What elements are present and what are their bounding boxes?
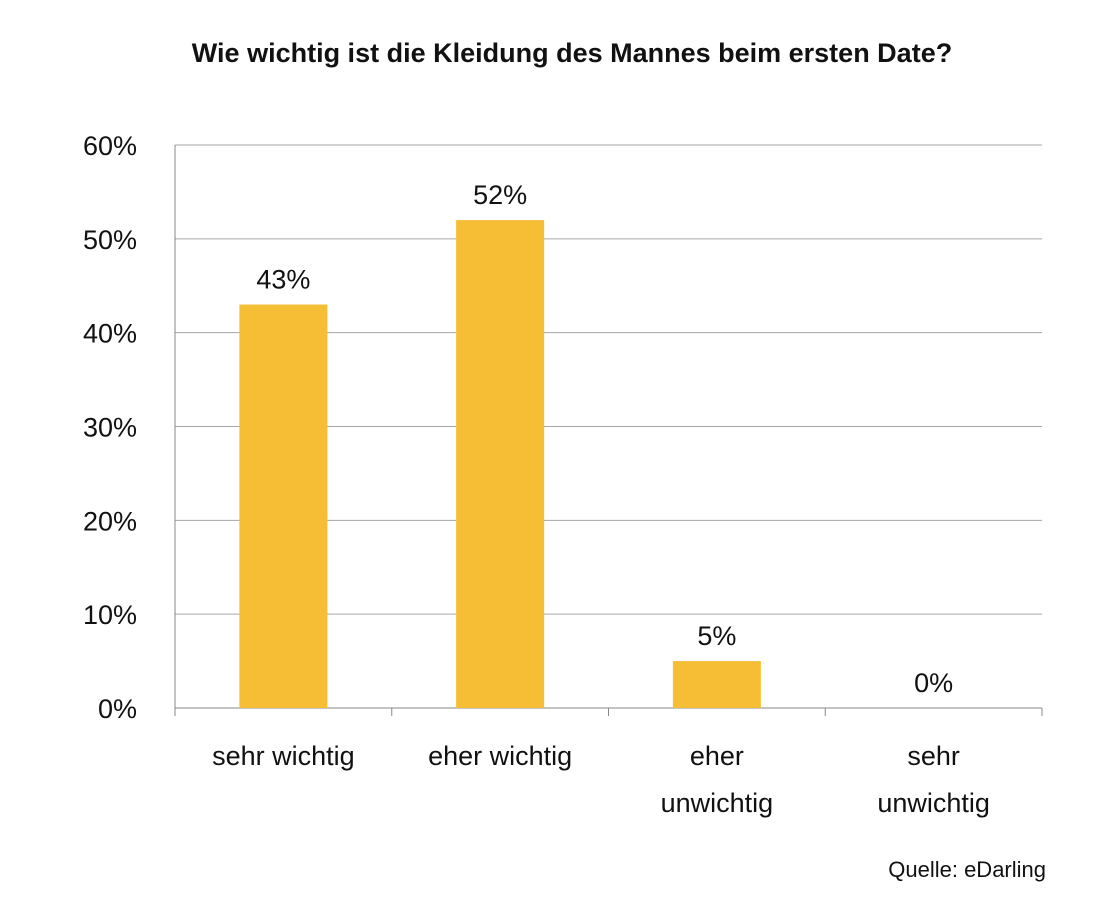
x-category-label: unwichtig — [661, 788, 774, 818]
bar — [456, 220, 545, 709]
x-category-label: unwichtig — [877, 788, 990, 818]
x-category-label: eher wichtig — [428, 741, 572, 771]
data-label: 5% — [697, 621, 736, 651]
data-label: 0% — [914, 668, 953, 698]
x-category-label: sehr wichtig — [212, 741, 355, 771]
y-tick-label: 0% — [98, 694, 137, 724]
y-tick-label: 10% — [83, 600, 137, 630]
source-note: Quelle: eDarling — [888, 857, 1046, 882]
data-label: 52% — [473, 180, 527, 210]
y-tick-label: 40% — [83, 319, 137, 349]
y-tick-label: 30% — [83, 413, 137, 443]
x-category-label: eher — [690, 741, 744, 771]
x-category-label: sehr — [907, 741, 960, 771]
bar — [672, 661, 761, 708]
y-tick-label: 20% — [83, 506, 137, 536]
data-label: 43% — [256, 265, 310, 295]
chart-title: Wie wichtig ist die Kleidung des Mannes … — [192, 38, 952, 68]
bar — [239, 304, 328, 708]
y-tick-label: 50% — [83, 225, 137, 255]
y-tick-label: 60% — [83, 131, 137, 161]
